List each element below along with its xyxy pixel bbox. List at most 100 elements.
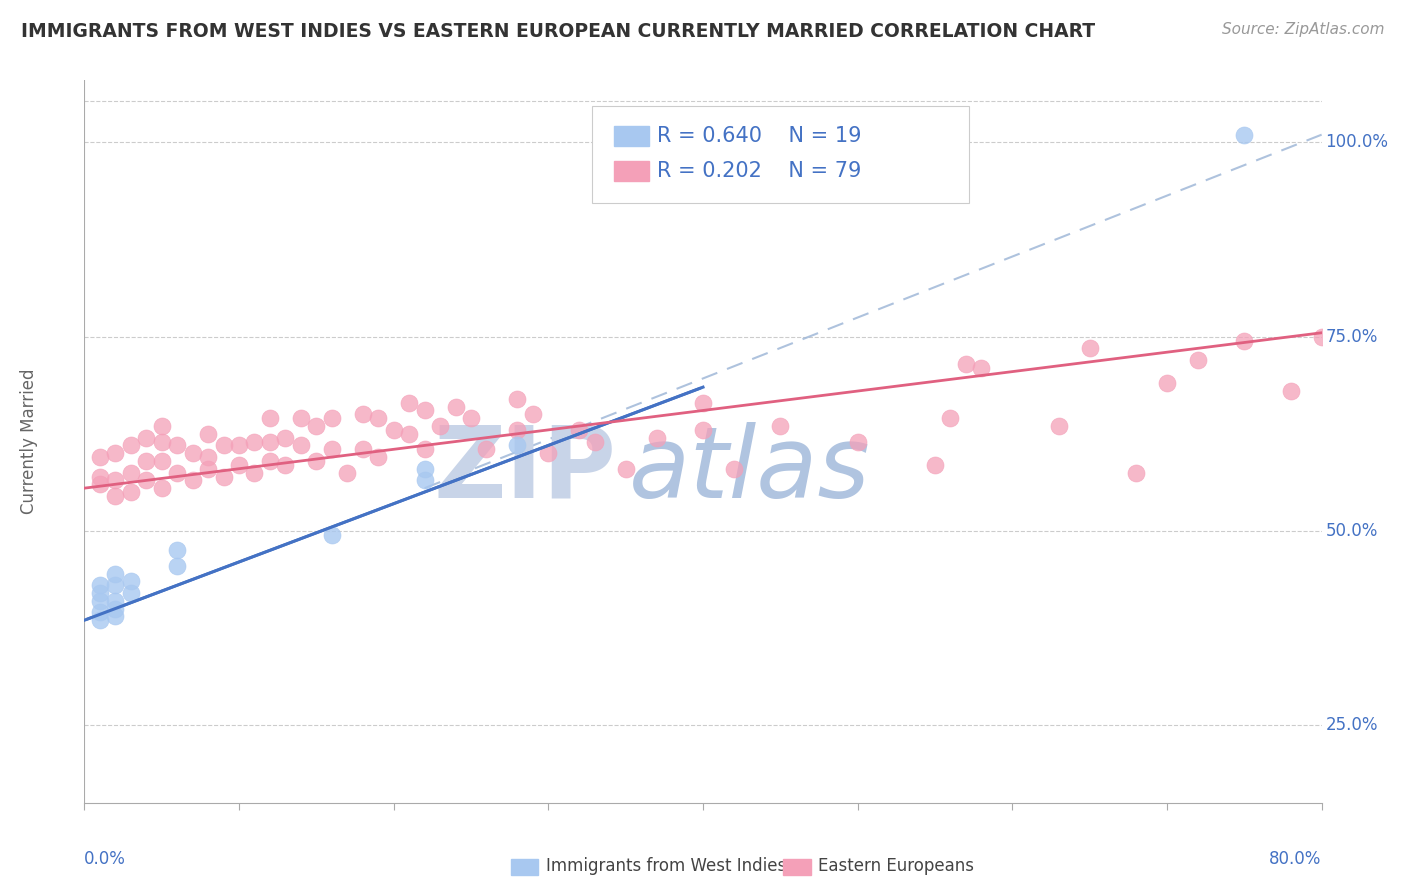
Point [692,423,714,437]
Point [367,411,389,425]
Text: R = 0.640    N = 19: R = 0.640 N = 19 [657,126,862,146]
Point [120,574,142,589]
Point [104,594,127,608]
Point [212,438,235,452]
Point [259,434,281,449]
Point [583,434,606,449]
Point [769,419,792,434]
Point [197,426,219,441]
Point [197,450,219,464]
Text: 25.0%: 25.0% [1326,716,1378,734]
Point [413,461,436,475]
Point [89,469,111,483]
Point [398,426,420,441]
Point [274,431,297,445]
Point [290,438,312,452]
Point [104,578,127,592]
Point [475,442,498,457]
Point [181,446,204,460]
Point [166,438,188,452]
Point [723,461,745,475]
Text: R = 0.202    N = 79: R = 0.202 N = 79 [657,161,862,181]
Point [166,543,188,558]
Text: IMMIGRANTS FROM WEST INDIES VS EASTERN EUROPEAN CURRENTLY MARRIED CORRELATION CH: IMMIGRANTS FROM WEST INDIES VS EASTERN E… [21,22,1095,41]
Point [321,411,343,425]
Point [321,442,343,457]
Point [104,474,127,488]
Point [197,461,219,475]
Bar [614,161,648,181]
Text: 100.0%: 100.0% [1326,134,1388,152]
Point [305,419,328,434]
Point [120,485,142,500]
Point [846,434,869,449]
Point [970,360,993,375]
Text: 80.0%: 80.0% [1270,850,1322,868]
Point [150,434,173,449]
Point [89,606,111,620]
Text: ZIP: ZIP [433,422,616,519]
Point [413,442,436,457]
Point [1310,329,1333,343]
Point [444,400,467,414]
Point [398,395,420,409]
Point [89,578,111,592]
Text: atlas: atlas [628,422,870,519]
Point [506,423,529,437]
Point [89,450,111,464]
Point [506,392,529,406]
Point [89,613,111,627]
Point [522,408,544,422]
Point [924,458,946,472]
Point [321,528,343,542]
Point [228,458,250,472]
Point [537,446,560,460]
Point [1233,128,1256,142]
Point [166,558,188,573]
Point [413,474,436,488]
Point [104,609,127,624]
Point [89,477,111,491]
Point [104,446,127,460]
Point [1125,466,1147,480]
Bar [512,859,538,875]
Point [336,466,359,480]
Point [243,434,266,449]
Text: Eastern Europeans: Eastern Europeans [818,856,974,875]
Bar [614,126,648,146]
Point [243,466,266,480]
Text: Immigrants from West Indies: Immigrants from West Indies [546,856,786,875]
Point [104,566,127,581]
Point [135,454,157,468]
Point [429,419,451,434]
Text: 50.0%: 50.0% [1326,522,1378,540]
Point [460,411,482,425]
Point [939,411,962,425]
Point [305,454,328,468]
Text: 75.0%: 75.0% [1326,327,1378,346]
Point [382,423,405,437]
Point [181,474,204,488]
Point [568,423,591,437]
Point [259,411,281,425]
FancyBboxPatch shape [592,105,969,203]
Point [120,586,142,600]
Point [506,438,529,452]
Point [120,466,142,480]
Point [89,594,111,608]
Point [274,458,297,472]
Point [692,395,714,409]
Point [645,431,668,445]
Point [104,601,127,615]
Point [228,438,250,452]
Point [120,438,142,452]
Point [413,403,436,417]
Point [955,357,977,371]
Point [135,431,157,445]
Point [1078,341,1101,355]
Text: Source: ZipAtlas.com: Source: ZipAtlas.com [1222,22,1385,37]
Text: 0.0%: 0.0% [84,850,127,868]
Point [1047,419,1070,434]
Point [1233,334,1256,348]
Point [352,408,374,422]
